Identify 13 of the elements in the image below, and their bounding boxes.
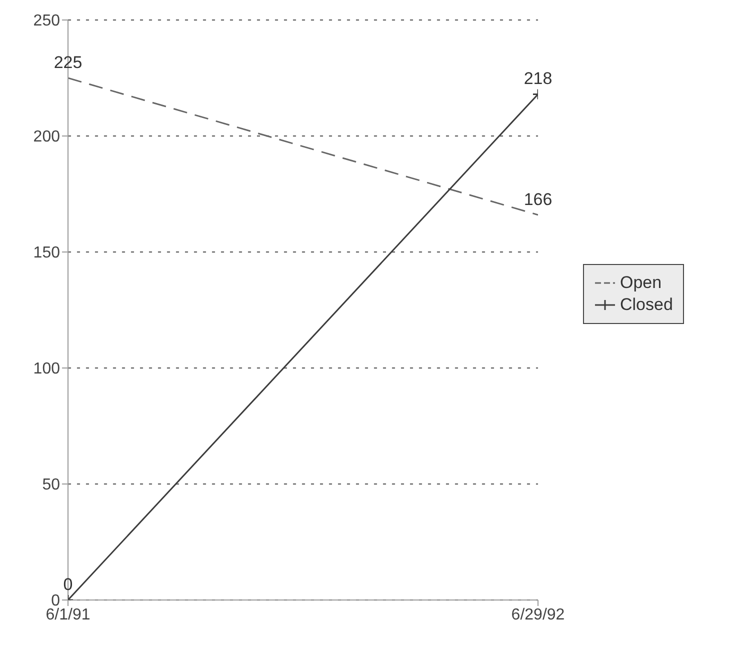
y-tick-label: 200 (33, 128, 60, 146)
legend-label: Closed (620, 295, 673, 315)
y-tick-label: 250 (33, 12, 60, 30)
data-label: 166 (524, 190, 552, 209)
data-label: 218 (524, 69, 552, 88)
y-tick-label: 100 (33, 360, 60, 378)
y-tick-label: 150 (33, 244, 60, 262)
x-tick-label: 6/29/92 (511, 606, 565, 624)
data-label: 0 (63, 575, 73, 594)
x-tick-label: 6/1/91 (46, 606, 90, 624)
legend-label: Open (620, 273, 662, 293)
y-tick-label: 50 (42, 476, 60, 494)
data-label: 225 (54, 53, 82, 72)
